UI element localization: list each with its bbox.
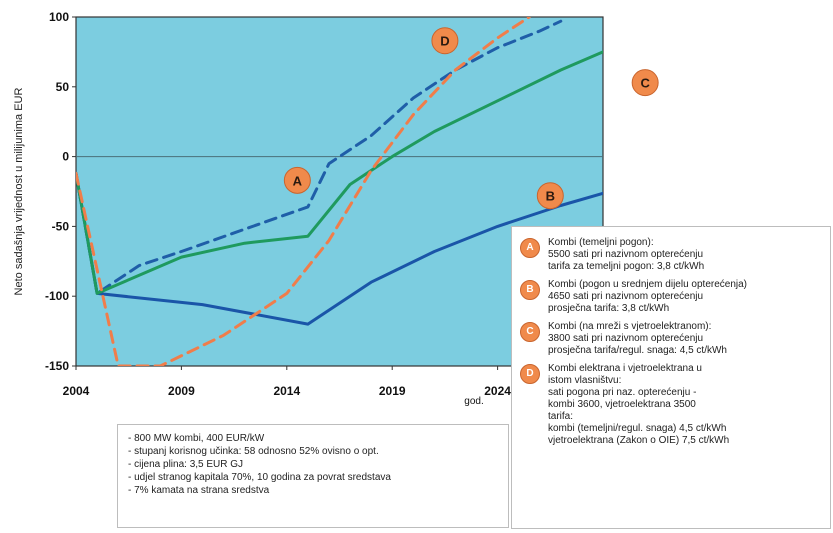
x-tick-label: 2004	[63, 384, 90, 398]
assumption-item: - 800 MW kombi, 400 EUR/kW	[128, 433, 265, 444]
legend-text: Kombi (temeljni pogon): 5500 sati pri naz…	[548, 237, 704, 273]
series-marker-D	[431, 27, 459, 55]
series-marker-label: A	[293, 173, 303, 188]
legend-line: Kombi elektrana i vjetroelektrana u	[548, 363, 702, 374]
assumption-item: - stupanj korisnog učinka: 58 odnosno 52…	[128, 446, 379, 457]
x-tick-label: 2024	[484, 384, 511, 398]
legend-line: kombi (temeljni/regul. snaga) 4,5 ct/kWh	[548, 423, 727, 434]
legend-line: vjetroelektrana (Zakon o OIE) 7,5 ct/kWh	[548, 435, 730, 446]
legend-line: tarifa:	[548, 411, 574, 422]
series-line-A	[76, 19, 563, 295]
legend-badge: D	[520, 364, 540, 384]
legend-badge: B	[520, 280, 540, 300]
legend-line: Kombi (na mreži s vjetroelektranom):	[548, 321, 712, 332]
y-tick-label: -50	[52, 219, 70, 233]
legend-badge: C	[520, 322, 540, 342]
assumption-item: - udjel stranog kapitala 70%, 10 godina …	[128, 472, 391, 483]
series-group	[76, 17, 603, 366]
legend-text: Kombi elektrana i vjetroelektrana u istom…	[548, 363, 729, 447]
series-marker-label: C	[640, 76, 650, 91]
legend-line: Kombi (pogon u srednjem dijelu opterećen…	[548, 279, 748, 290]
y-axis-label: Neto sadašnja vrijednost u milijunima EU…	[13, 88, 25, 296]
x-tick-label: 2009	[168, 384, 195, 398]
series-line-C	[76, 50, 603, 295]
legend-item-C: C Kombi (na mreži s vjetroelektranom): 380…	[520, 321, 822, 357]
legend-badge: A	[520, 238, 540, 258]
legend-line: prosječna tarifa/regul. snaga: 4,5 ct/kW…	[548, 345, 727, 356]
y-tick-label: -150	[45, 359, 69, 373]
series-line-B	[76, 171, 603, 326]
series-marker-A	[283, 166, 311, 194]
y-tick-label: 0	[62, 150, 69, 164]
legend-line: istom vlasništvu:	[548, 375, 622, 386]
series-marker-label: B	[546, 189, 555, 204]
legend-box: A Kombi (temeljni pogon): 5500 sati pri na…	[511, 226, 831, 529]
legend-item-D: D Kombi elektrana i vjetroelektrana u isto…	[520, 363, 822, 447]
assumption-item: - 7% kamata na strana sredstva	[128, 485, 270, 496]
assumption-item: - cijena plina: 3,5 EUR GJ	[128, 459, 244, 470]
legend-line: sati pogona pri naz. opterećenju -	[548, 387, 697, 398]
y-tick-label: 50	[56, 80, 70, 94]
series-marker-label: D	[440, 34, 449, 49]
legend-line: Kombi (temeljni pogon):	[548, 237, 654, 248]
series-marker-B	[536, 182, 564, 210]
legend-line: 3800 sati pri nazivnom opterećenju	[548, 333, 704, 344]
legend-line: prosječna tarifa: 3,8 ct/kWh	[548, 303, 670, 314]
legend-line: 5500 sati pri nazivnom opterećenju	[548, 249, 704, 260]
assumptions-box: - 800 MW kombi, 400 EUR/kW - stupanj kori…	[117, 424, 509, 528]
series-marker-C	[631, 69, 659, 97]
x-tick-label: 2014	[273, 384, 300, 398]
y-tick-label: 100	[49, 10, 69, 24]
legend-item-B: B Kombi (pogon u srednjem dijelu optereće…	[520, 279, 822, 315]
legend-line: kombi 3600, vjetroelektrana 3500	[548, 399, 696, 410]
legend-item-A: A Kombi (temeljni pogon): 5500 sati pri na…	[520, 237, 822, 273]
legend-text: Kombi (pogon u srednjem dijelu opterećen…	[548, 279, 747, 315]
x-tick-label: 2019	[379, 384, 406, 398]
series-line-D	[76, 17, 531, 366]
legend-line: 4650 sati pri nazivnom opterećenju	[548, 291, 704, 302]
legend-line: tarifa za temeljni pogon: 3,8 ct/kWh	[548, 261, 705, 272]
x-axis-label: god.	[464, 396, 483, 407]
y-tick-label: -100	[45, 289, 69, 303]
assumptions-list: - 800 MW kombi, 400 EUR/kW - stupanj kori…	[128, 433, 498, 497]
legend-text: Kombi (na mreži s vjetroelektranom): 3800…	[548, 321, 727, 357]
